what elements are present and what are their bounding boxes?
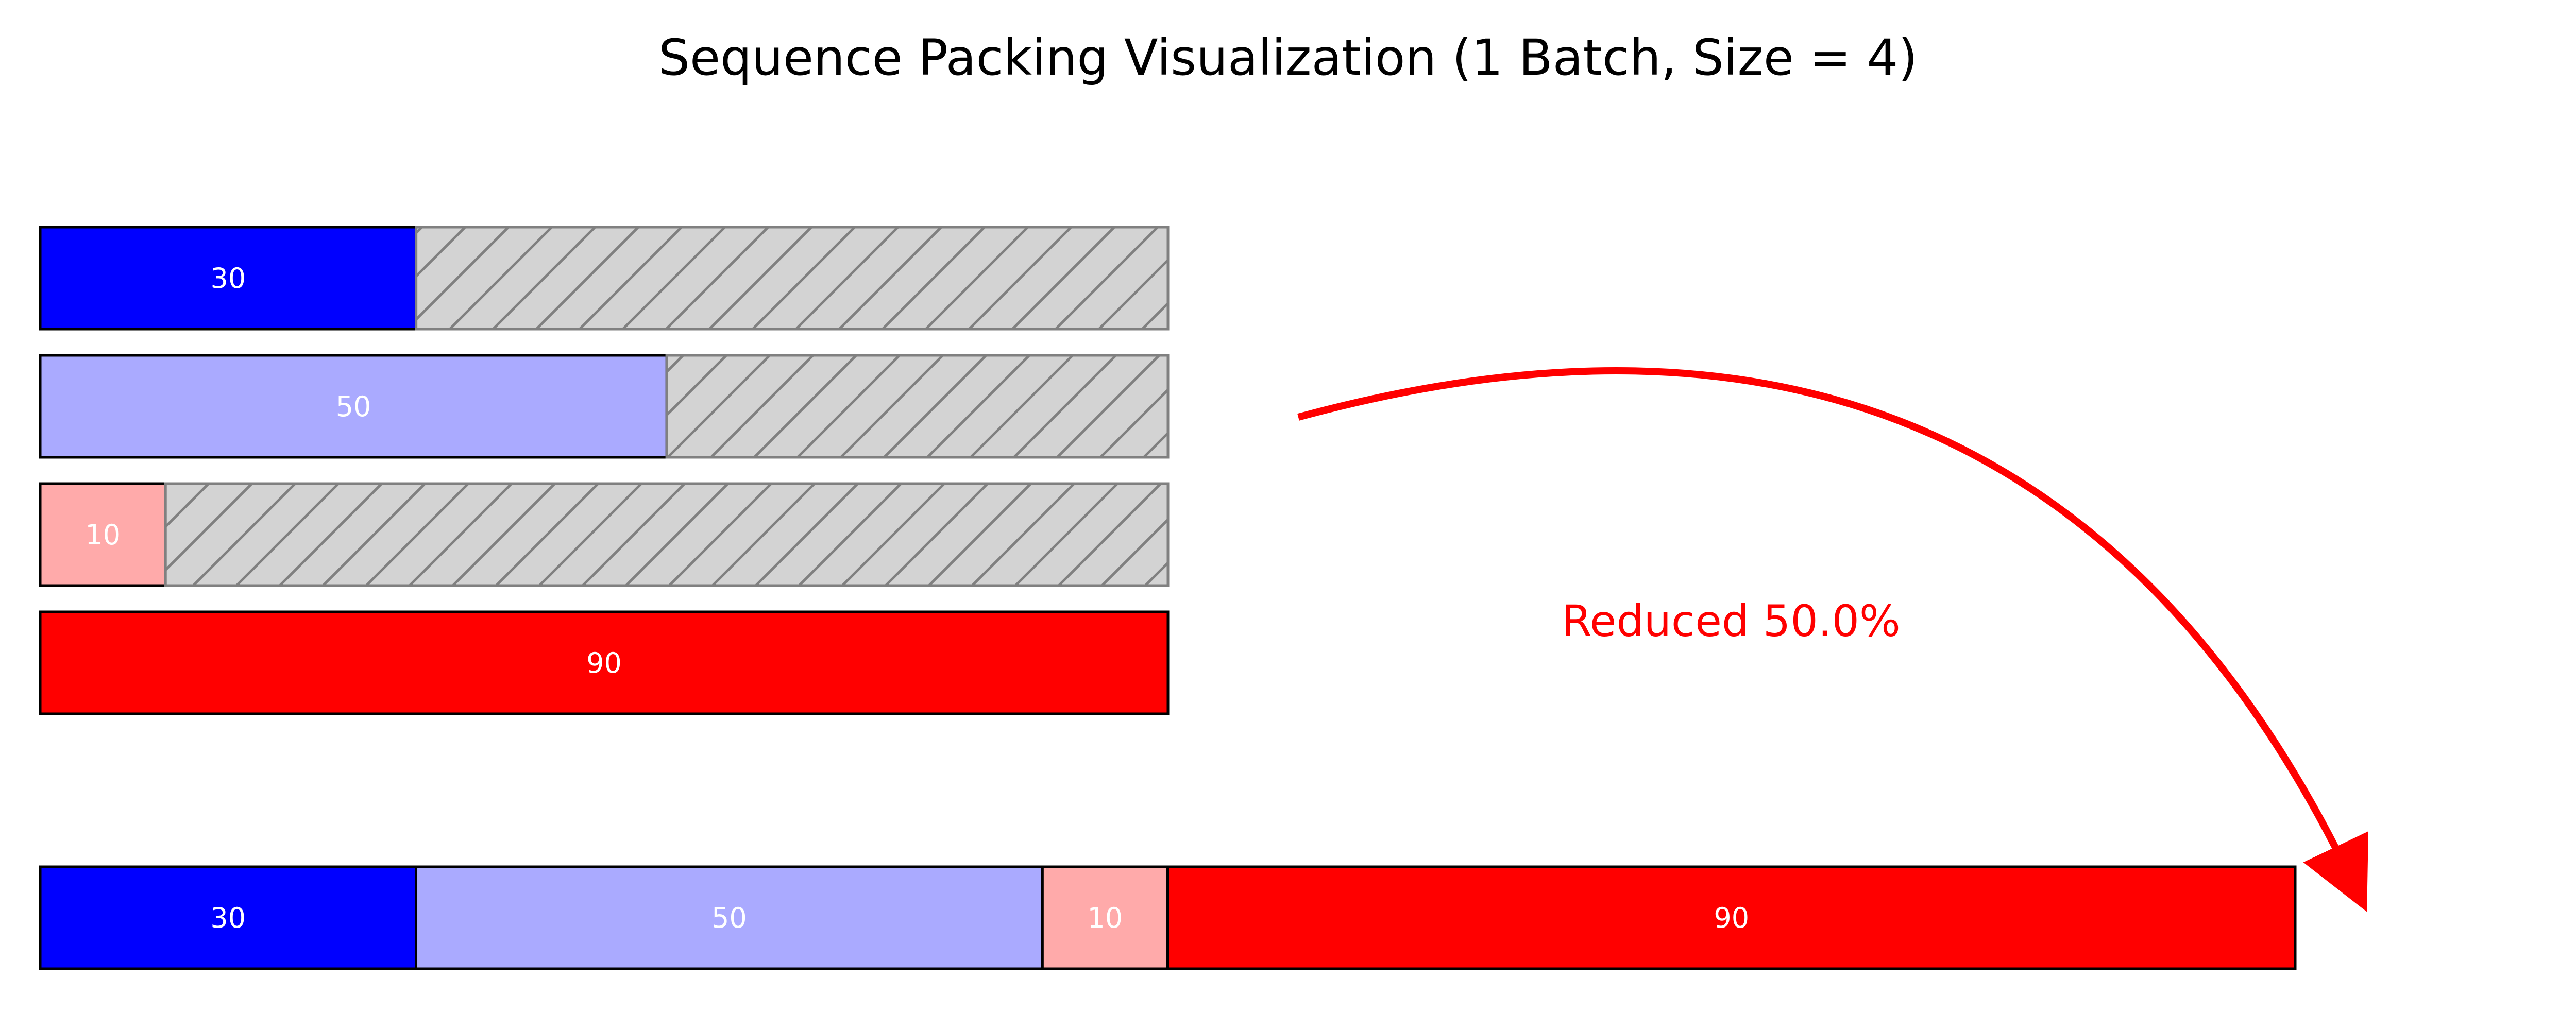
- sequence-bar: [39, 610, 1170, 715]
- padding-bar: [415, 226, 1170, 331]
- sequence-bar: [39, 354, 668, 459]
- packed-segment-label: 10: [1088, 902, 1123, 934]
- packed-batch: 30 50 10 90: [39, 865, 2297, 970]
- sequence-bar: [39, 482, 167, 587]
- sequence-length-label: 10: [85, 519, 121, 551]
- packed-segment: [1166, 865, 2297, 970]
- reduction-arrow: [1297, 367, 2368, 912]
- packed-segment-label: 90: [1714, 902, 1749, 934]
- padding-bar: [665, 354, 1170, 459]
- sequence-bar: [39, 226, 418, 331]
- reduction-label: Reduced 50.0%: [1562, 596, 1901, 646]
- packed-segment-label: 30: [210, 902, 246, 934]
- diagram-title: Sequence Packing Visualization (1 Batch,…: [658, 29, 1918, 87]
- packed-segment: [1041, 865, 1170, 970]
- sequence-length-label: 90: [586, 647, 622, 679]
- packed-segment: [415, 865, 1044, 970]
- unpadded-batch: 30 50 10 90: [39, 226, 1170, 715]
- packed-segment-label: 50: [711, 902, 747, 934]
- sequence-length-label: 30: [210, 262, 246, 295]
- padding-bar: [164, 482, 1170, 587]
- packed-segment: [39, 865, 417, 970]
- sequence-length-label: 50: [336, 390, 371, 423]
